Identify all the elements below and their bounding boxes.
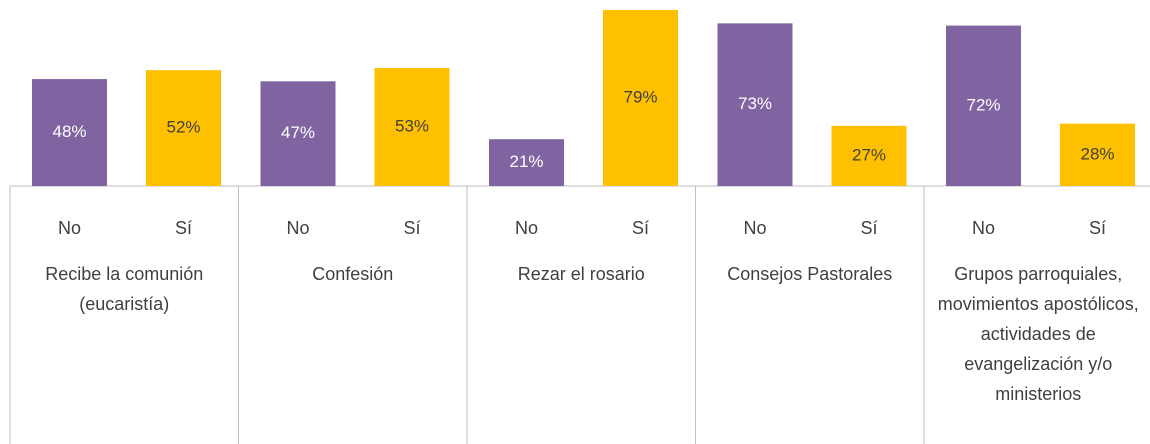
sub-category-label: Sí <box>403 218 421 238</box>
bar <box>603 10 678 186</box>
sub-category-label: Sí <box>631 218 649 238</box>
bar <box>717 23 793 186</box>
bar <box>260 81 336 186</box>
bar <box>489 139 564 186</box>
category-label: Recibe la comunión (eucaristía) <box>45 264 204 314</box>
value-label: 47% <box>281 123 315 142</box>
value-label: 73% <box>738 94 772 113</box>
bar <box>1060 123 1135 186</box>
bar <box>946 25 1021 186</box>
bar <box>146 70 221 186</box>
bar <box>831 125 907 186</box>
category-label: Confesión <box>312 264 394 284</box>
value-label: 21% <box>509 152 543 171</box>
sub-category-label: Sí <box>1088 218 1106 238</box>
value-label: 52% <box>166 118 200 137</box>
category-label: Rezar el rosario <box>517 264 645 284</box>
bar <box>32 79 107 186</box>
category-label: Consejos Pastorales <box>727 264 893 284</box>
sub-category-label: No <box>514 218 538 238</box>
sub-category-label: No <box>971 218 995 238</box>
value-label: 28% <box>1080 144 1114 163</box>
sub-category-label: Sí <box>860 218 878 238</box>
value-label: 48% <box>52 122 86 141</box>
value-label: 27% <box>852 145 886 164</box>
sub-category-label: Sí <box>174 218 192 238</box>
sub-category-label: No <box>286 218 310 238</box>
sub-category-label: No <box>57 218 81 238</box>
value-label: 72% <box>966 95 1000 114</box>
value-label: 79% <box>623 87 657 106</box>
value-label: 53% <box>395 116 429 135</box>
category-label: Grupos parroquiales, movimientos apostól… <box>937 264 1139 404</box>
bar <box>374 67 450 186</box>
sub-category-label: No <box>743 218 767 238</box>
